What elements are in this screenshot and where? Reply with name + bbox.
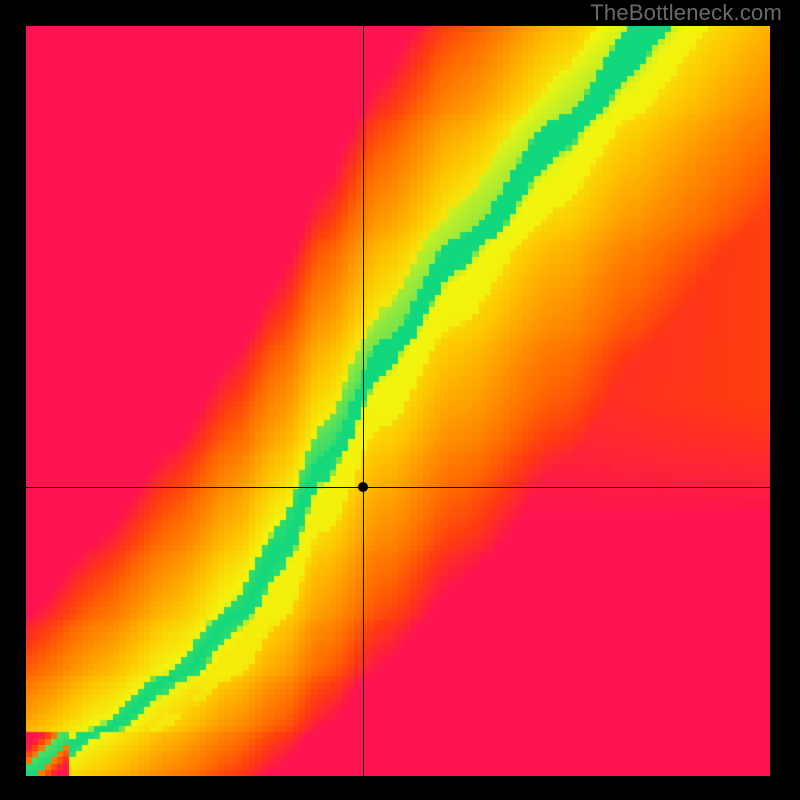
crosshair-horizontal [26,487,770,488]
chart-container: { "watermark": { "text": "TheBottleneck.… [0,0,800,800]
watermark-text: TheBottleneck.com [590,0,782,26]
bottleneck-heatmap [26,26,770,776]
crosshair-vertical [363,26,364,776]
